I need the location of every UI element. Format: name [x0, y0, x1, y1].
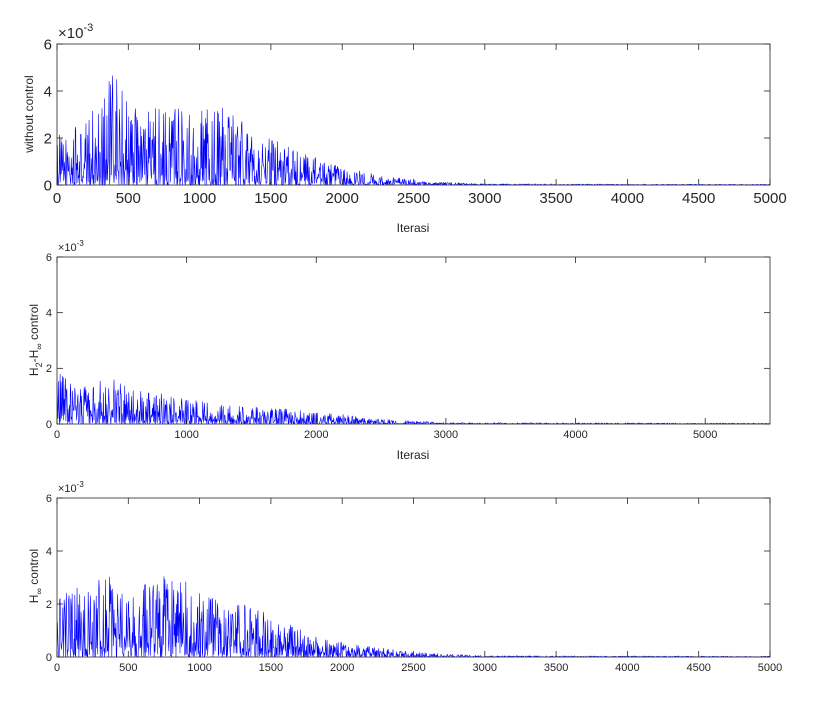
x-tick-label: 4000 — [563, 429, 587, 441]
y-axis-label: H2-H∞ control — [27, 304, 44, 376]
y-tick-label: 6 — [46, 493, 52, 505]
x-tick-label: 3000 — [468, 190, 501, 207]
x-tick-label: 4000 — [615, 662, 639, 674]
x-tick-label: 2000 — [304, 429, 328, 441]
x-tick-label: 5000 — [753, 190, 786, 207]
y-tick-label: 0 — [46, 419, 52, 431]
y-tick-label: 0 — [44, 177, 52, 194]
series-h2-hinf-control — [56, 373, 771, 425]
panel-hinf-control: 0 500 1000 1500 2000 2500 3000 3500 4000 4500 5000… — [27, 480, 782, 674]
x-tick-label: 3000 — [434, 429, 458, 441]
x-tick-label: 3500 — [544, 662, 568, 674]
x-tick-label: 4500 — [686, 662, 710, 674]
x-tick-label: 3500 — [539, 190, 572, 207]
x-tick-label: 4500 — [682, 190, 715, 207]
y-tick-label: 2 — [46, 363, 52, 375]
series-hinf-control — [56, 576, 771, 658]
y-exponent-label: ×10-3 — [58, 239, 84, 254]
y-tick-label: 4 — [46, 546, 52, 558]
x-tick-label: 0 — [54, 429, 60, 441]
x-tick-label: 1000 — [187, 662, 211, 674]
x-tick-label: 1500 — [259, 662, 283, 674]
axes-box — [56, 497, 771, 658]
x-tick-label: 0 — [53, 190, 61, 207]
ticks-h2-hinf-control: 0 1000 2000 3000 4000 5000 0 2 4 6 — [46, 252, 770, 441]
x-tick-label: 2000 — [330, 662, 354, 674]
y-tick-label: 6 — [44, 36, 52, 53]
x-axis-label: Iterasi — [397, 221, 430, 235]
y-axis-label: H∞ control — [27, 549, 44, 603]
x-tick-label: 1000 — [183, 190, 216, 207]
y-tick-label: 6 — [46, 252, 52, 264]
y-tick-label: 2 — [46, 599, 52, 611]
x-tick-label: 5000 — [693, 429, 717, 441]
y-tick-label: 4 — [44, 83, 52, 100]
y-tick-label: 4 — [46, 308, 52, 320]
y-exponent-label: ×10-3 — [58, 22, 93, 42]
x-tick-label: 2500 — [401, 662, 425, 674]
x-tick-label: 3000 — [473, 662, 497, 674]
x-tick-label: 2000 — [326, 190, 359, 207]
x-tick-label: 500 — [119, 662, 137, 674]
panel-h2-hinf-control: 0 1000 2000 3000 4000 5000 0 2 4 6 ×10-3 H2-H∞ co… — [27, 239, 771, 462]
x-tick-label: 5000 — [758, 662, 782, 674]
x-axis-label: Iterasi — [397, 448, 430, 462]
y-tick-label: 0 — [46, 652, 52, 664]
axes-box — [56, 256, 771, 425]
axes-box — [56, 43, 771, 186]
series-line — [56, 576, 771, 658]
series-line — [56, 75, 771, 186]
x-tick-label: 0 — [54, 662, 60, 674]
panel-without-control: 0 500 1000 1500 2000 2500 3000 3500 4000 4500 5000… — [22, 22, 787, 235]
series-without-control — [56, 75, 771, 186]
x-tick-label: 1000 — [174, 429, 198, 441]
series-line — [56, 373, 771, 425]
y-tick-label: 2 — [44, 130, 52, 147]
ticks-hinf-control: 0 500 1000 1500 2000 2500 3000 3500 4000 4500 5000… — [46, 493, 782, 674]
y-axis-label: without control — [22, 75, 36, 153]
x-tick-label: 2500 — [397, 190, 430, 207]
y-exponent-label: ×10-3 — [58, 480, 84, 495]
ticks-without-control: 0 500 1000 1500 2000 2500 3000 3500 4000 4500 5000… — [44, 36, 787, 207]
x-tick-label: 4000 — [611, 190, 644, 207]
x-tick-label: 1500 — [254, 190, 287, 207]
x-tick-label: 500 — [116, 190, 141, 207]
